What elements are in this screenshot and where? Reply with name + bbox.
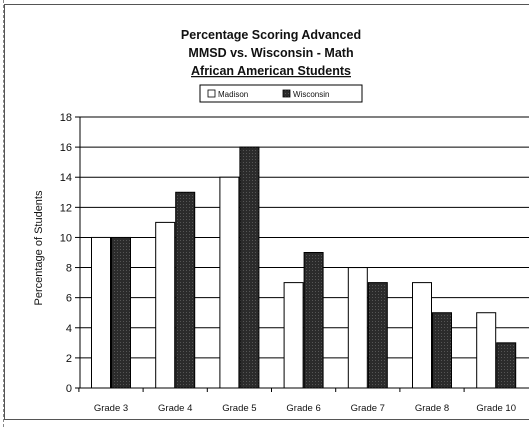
y-tick-label: 10: [60, 232, 72, 244]
x-tick-label: Grade 10: [476, 403, 516, 414]
y-tick-label: 6: [66, 293, 72, 305]
x-tick-label: Grade 7: [351, 403, 385, 414]
y-tick-label: 14: [60, 172, 72, 184]
bar-madison-grade-8: [412, 282, 432, 389]
y-tick-label: 8: [66, 263, 72, 275]
y-tick-label: 4: [66, 323, 72, 335]
x-tick-label: Grade 3: [94, 403, 128, 414]
bar-madison-grade-5: [219, 176, 240, 389]
bar-wisconsin-grade-10: [496, 342, 517, 389]
x-tick-label: Grade 4: [158, 403, 192, 414]
bar-madison-grade-10: [476, 312, 497, 389]
x-tick-labels: Grade 3 Grade 4 Grade 5 Grade 6 Grade 7 Grade…: [94, 403, 516, 414]
y-tick-label: 12: [60, 202, 72, 214]
y-axis-label: Percentage of Students: [33, 190, 45, 305]
y-tick-label: 2: [66, 353, 72, 365]
y-tick-label: 18: [60, 112, 72, 124]
chart-title-line-2: MMSD vs. Wisconsin - Math: [188, 46, 353, 60]
x-tick-label: Grade 5: [222, 403, 256, 414]
legend-swatch-wisconsin: [282, 89, 291, 98]
bar-madison-grade-4: [155, 221, 176, 389]
y-tick-label: 0: [66, 383, 72, 395]
x-tick-label: Grade 6: [286, 403, 320, 414]
legend-swatch-madison: [207, 89, 216, 98]
bar-madison-grade-6: [283, 282, 304, 389]
legend: Madison Wisconsin: [199, 84, 363, 103]
grid-lines: [75, 116, 529, 389]
bar-wisconsin-grade-7: [367, 282, 388, 389]
legend-label-wisconsin: Wisconsin: [293, 90, 329, 99]
bar-wisconsin-grade-3: [111, 236, 131, 389]
bar-madison-grade-7: [347, 267, 368, 389]
bar-wisconsin-grade-4: [175, 191, 196, 389]
bar-wisconsin-grade-8: [432, 312, 452, 389]
axes: [78, 117, 529, 392]
chart-title-line-1: Percentage Scoring Advanced: [181, 28, 361, 42]
x-tick-label: Grade 8: [415, 403, 449, 414]
y-tick-label: 16: [60, 142, 72, 154]
page-edge: [0, 0, 4, 427]
bar-wisconsin-grade-6: [303, 252, 324, 389]
legend-label-madison: Madison: [218, 90, 248, 99]
bars: [91, 146, 517, 389]
bar-wisconsin-grade-5: [239, 146, 260, 389]
bar-madison-grade-3: [91, 236, 111, 389]
legend-box: [199, 84, 363, 103]
y-tick-labels: 0 2 4 6 8 10 12 14 16 18: [60, 112, 72, 395]
chart-title-line-3: African American Students: [191, 64, 351, 78]
